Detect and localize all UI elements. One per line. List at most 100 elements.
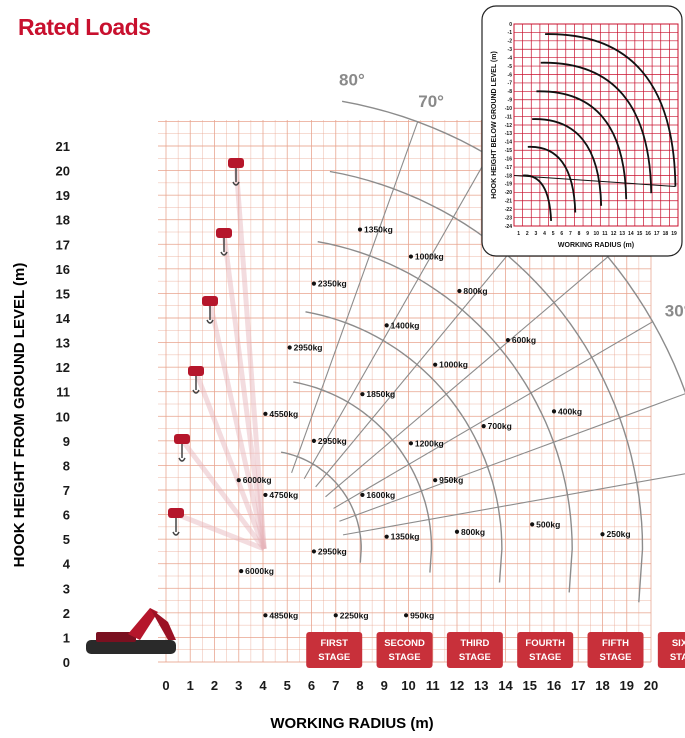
stage-box — [517, 632, 574, 668]
inset-y-tick: -8 — [508, 89, 513, 95]
inset-x-tick: 11 — [602, 231, 608, 237]
x-tick-label: 14 — [498, 678, 513, 693]
load-label: 800kg — [461, 527, 485, 537]
inset-y-tick: -18 — [505, 173, 512, 179]
hook — [220, 251, 228, 256]
stage-label-line1: THIRD — [460, 638, 489, 649]
crane-outrigger — [150, 608, 176, 640]
load-point — [236, 478, 241, 483]
load-label: 1850kg — [366, 389, 395, 399]
inset-x-label: WORKING RADIUS (m) — [558, 242, 634, 249]
load-label: 2350kg — [318, 279, 347, 289]
y-tick-label: 14 — [56, 311, 71, 326]
hook — [172, 531, 180, 536]
y-tick-label: 12 — [56, 360, 70, 375]
load-label: 700kg — [488, 421, 512, 431]
stage-box — [657, 632, 685, 668]
stage-label-line2: STAGE — [670, 652, 685, 663]
stage-label-line2: STAGE — [389, 652, 421, 663]
axis-ticks: 0 1 2 3 4 5 6 7 8 9 10 11 12 13 14 15 16 17 18 19 2001234567… — [56, 139, 659, 693]
inset-x-tick: 8 — [578, 231, 581, 237]
x-tick-label: 0 — [162, 678, 169, 693]
hook — [178, 457, 186, 462]
inset-y-tick: -6 — [508, 72, 513, 78]
x-tick-label: 17 — [571, 678, 585, 693]
y-tick-label: 18 — [56, 213, 70, 228]
radius-arc-6 — [341, 100, 685, 394]
x-tick-label: 9 — [381, 678, 388, 693]
inset-y-tick: -11 — [505, 114, 512, 120]
inset-x-tick: 16 — [645, 231, 651, 237]
angle-label: 30° — [665, 302, 685, 321]
boom-head — [188, 366, 204, 376]
x-tick-label: 19 — [620, 678, 634, 693]
stage-label-line2: STAGE — [459, 652, 491, 663]
y-axis-label: HOOK HEIGHT FROM GROUND LEVEL (m) — [11, 263, 28, 568]
stage-label-line1: FIRST — [320, 638, 348, 649]
x-tick-label: 11 — [426, 678, 440, 693]
load-label: 400kg — [558, 406, 582, 416]
load-label: 950kg — [439, 475, 463, 485]
inset-x-tick: 13 — [619, 231, 625, 237]
inset-x-tick: 1 — [517, 231, 520, 237]
inset-x-tick: 12 — [611, 231, 617, 237]
angle-label: 80° — [339, 71, 365, 90]
chart-grid — [158, 120, 652, 663]
y-tick-label: 2 — [63, 606, 70, 621]
radius-arc-3 — [305, 311, 503, 583]
inset-y-tick: -7 — [508, 81, 513, 87]
load-point — [600, 532, 605, 537]
angle-ray — [339, 393, 685, 522]
load-points: 4850kg6000kg6000kg4550kg2250kg2950kg4750… — [236, 225, 631, 620]
load-label: 500kg — [536, 519, 560, 529]
stage-label-line1: SECOND — [384, 638, 425, 649]
y-tick-label: 19 — [56, 188, 70, 203]
y-tick-label: 4 — [63, 557, 71, 572]
angle-ray — [333, 321, 654, 509]
load-point — [287, 345, 292, 350]
y-tick-label: 13 — [56, 336, 70, 351]
stage-box — [587, 632, 644, 668]
inset-y-tick: -22 — [505, 207, 512, 213]
inset-x-tick: 14 — [628, 231, 634, 237]
crane-arm — [128, 608, 158, 640]
inset-curve — [532, 118, 603, 206]
y-tick-label: 1 — [63, 630, 70, 645]
inset-x-tick: 19 — [671, 231, 677, 237]
boom-head — [174, 434, 190, 444]
y-tick-label: 7 — [63, 483, 70, 498]
y-tick-label: 10 — [56, 409, 70, 424]
crane-track — [86, 640, 176, 654]
load-label: 2950kg — [318, 546, 347, 556]
inset-x-tick: 6 — [560, 231, 563, 237]
load-point — [551, 409, 557, 414]
load-point — [408, 254, 414, 259]
x-tick-label: 1 — [187, 678, 194, 693]
boom-ghost — [233, 163, 267, 550]
inset-y-tick: -16 — [505, 156, 512, 162]
load-label: 950kg — [410, 610, 434, 620]
boom-ghost — [175, 511, 266, 552]
stage-label-line2: STAGE — [599, 652, 631, 663]
inset-y-tick: -15 — [505, 148, 512, 154]
inset-y-tick: -14 — [505, 140, 512, 146]
radius-arc-2 — [293, 381, 433, 573]
load-point — [263, 613, 268, 618]
x-tick-label: 13 — [474, 678, 488, 693]
crane-illustration — [86, 158, 267, 654]
inset-y-tick: -13 — [505, 131, 512, 137]
load-label: 1350kg — [391, 532, 420, 542]
load-point — [433, 478, 438, 483]
inset-y-tick: -24 — [505, 224, 512, 230]
y-tick-label: 20 — [56, 164, 70, 179]
angle-ray — [303, 155, 490, 480]
load-point — [384, 323, 389, 328]
inset-y-tick: -9 — [508, 98, 513, 104]
hook — [232, 181, 240, 186]
boom-head — [168, 508, 184, 518]
boom-head — [228, 158, 244, 168]
crane-body — [96, 632, 136, 642]
boom-head — [202, 296, 218, 306]
stage-box — [306, 632, 363, 668]
inset-frame — [481, 5, 683, 257]
